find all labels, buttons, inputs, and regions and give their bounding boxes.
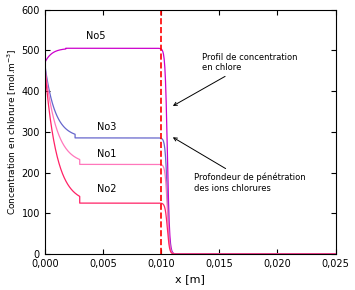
Text: Profondeur de pénétration
des ions chlorures: Profondeur de pénétration des ions chlor… <box>174 138 305 193</box>
Text: Profil de concentration
en chlore: Profil de concentration en chlore <box>174 53 297 106</box>
Text: No1: No1 <box>97 149 116 159</box>
Text: No2: No2 <box>97 184 117 194</box>
Y-axis label: Concentration en chlorure [mol.m$^{-3}$]: Concentration en chlorure [mol.m$^{-3}$] <box>6 48 19 215</box>
Text: No5: No5 <box>86 31 105 41</box>
X-axis label: x [m]: x [m] <box>175 274 205 284</box>
Text: No3: No3 <box>97 122 116 132</box>
